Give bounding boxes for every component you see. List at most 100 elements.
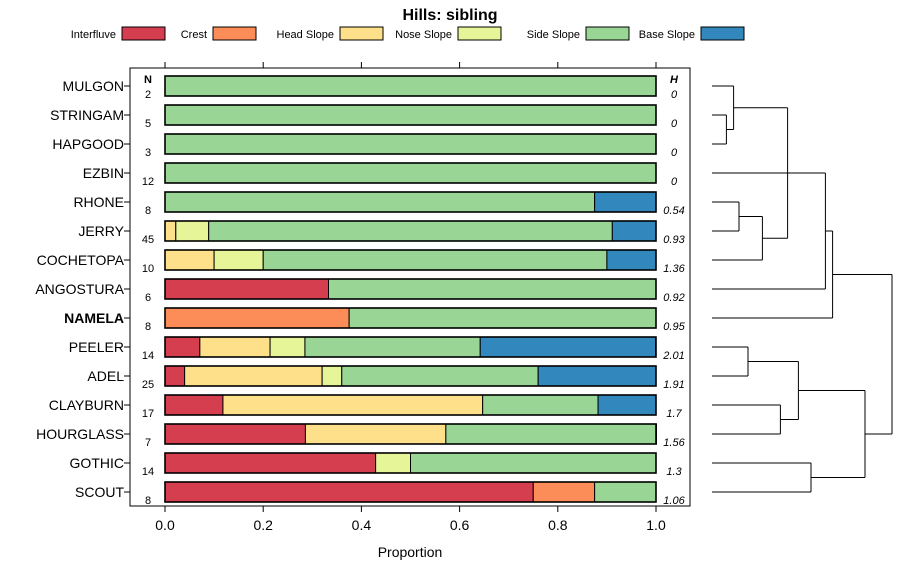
row-scout: SCOUT 8 1.06 (75, 481, 686, 507)
bar-segment-base-slope (479, 336, 657, 358)
n-column-header: N (144, 74, 152, 86)
x-axis: 0.0 0.2 0.4 0.6 0.8 1.0 (155, 506, 666, 533)
bar-segment-nose-slope (175, 220, 210, 242)
legend-swatch-5 (700, 26, 745, 41)
dendrogram-merge-0 (712, 114, 727, 145)
bar-outline (164, 452, 657, 474)
row-n-value: 25 (142, 379, 154, 391)
bar-segment-side-slope (208, 220, 613, 242)
legend-label-0: Interfluve (71, 29, 116, 41)
bar-outline (164, 394, 657, 416)
row-h-value: 1.56 (663, 437, 685, 449)
row-rhone: RHONE 8 0.54 (73, 191, 685, 217)
bar-segment-side-slope (164, 104, 657, 126)
bar-segment-interfluve (164, 481, 534, 503)
bar-segment-interfluve (164, 423, 306, 445)
bar-segment-side-slope (341, 365, 539, 387)
row-h-value: 0 (671, 176, 678, 188)
row-hapgood: HAPGOOD 3 0 (52, 133, 678, 159)
row-n-value: 17 (142, 408, 154, 420)
row-label: RHONE (73, 194, 124, 210)
x-tick-label-1: 0.2 (253, 517, 273, 533)
row-h-value: 1.36 (663, 263, 685, 275)
dendrogram-merge-3 (712, 346, 749, 377)
row-n-value: 8 (145, 321, 151, 333)
row-label: HOURGLASS (36, 426, 124, 442)
row-label: SCOUT (75, 484, 124, 500)
row-n-value: 8 (145, 495, 151, 507)
row-h-value: 0 (671, 147, 678, 159)
bar-segment-crest (164, 307, 350, 329)
row-label: JERRY (78, 223, 124, 239)
row-n-value: 6 (145, 292, 151, 304)
row-label: PEELER (69, 339, 124, 355)
row-h-value: 1.06 (663, 495, 685, 507)
legend-swatch-1 (212, 26, 257, 41)
row-cochetopa: COCHETOPA 10 1.36 (37, 249, 686, 275)
row-label: STRINGAM (50, 107, 124, 123)
bar-outline (164, 162, 657, 184)
x-tick-label-3: 0.6 (450, 517, 470, 533)
bar-outline (164, 365, 657, 387)
legend-label-3: Nose Slope (395, 29, 452, 41)
row-h-value: 2.01 (662, 350, 684, 362)
row-n-value: 14 (142, 466, 154, 478)
bar-outline (164, 249, 657, 271)
row-angostura: ANGOSTURA 6 0.92 (35, 278, 685, 304)
row-label: EZBIN (83, 165, 124, 181)
bar-segment-base-slope (597, 394, 657, 416)
x-axis-label: Proportion (378, 544, 443, 560)
bar-segment-head-slope (164, 249, 215, 271)
legend-label-1: Crest (181, 29, 207, 41)
bar-segment-side-slope (328, 278, 657, 300)
legend-label-5: Base Slope (639, 29, 695, 41)
top-axis-ticks (164, 62, 657, 68)
bar-segment-interfluve (164, 452, 377, 474)
bar-segment-nose-slope (375, 452, 412, 474)
bar-segment-interfluve (164, 336, 201, 358)
row-h-value: 1.3 (666, 466, 682, 478)
x-tick-label-5: 1.0 (646, 517, 666, 533)
bar-outline (164, 336, 657, 358)
legend-swatch-2 (339, 26, 384, 41)
legend: Interfluve Crest Head Slope Nose Slope Side … (71, 26, 745, 41)
row-label: NAMELA (64, 310, 124, 326)
row-n-value: 3 (145, 147, 151, 159)
row-adel: ADEL 25 1.91 (87, 365, 685, 391)
dendrogram (712, 85, 893, 493)
bar-segment-head-slope (222, 394, 484, 416)
row-n-value: 7 (145, 437, 151, 449)
x-tick-label-2: 0.4 (352, 517, 372, 533)
bar-segment-interfluve (164, 394, 224, 416)
bar-segment-head-slope (199, 336, 271, 358)
bar-segment-base-slope (606, 249, 657, 271)
row-h-value: 0.95 (663, 321, 685, 333)
row-n-value: 10 (142, 263, 154, 275)
row-h-value: 0.93 (663, 234, 685, 246)
bar-segment-interfluve (164, 278, 330, 300)
x-tick-label-4: 0.8 (548, 517, 568, 533)
bar-segment-side-slope (482, 394, 599, 416)
h-column-header: H (670, 74, 679, 86)
dendrogram-merge-2 (712, 201, 740, 232)
row-n-value: 12 (142, 176, 154, 188)
row-n-value: 45 (142, 234, 154, 246)
bar-segment-base-slope (594, 191, 657, 213)
legend-swatch-0 (121, 26, 166, 41)
legend-label-4: Side Slope (527, 29, 580, 41)
bar-segment-base-slope (611, 220, 657, 242)
row-peeler: PEELER 14 2.01 (69, 336, 685, 362)
bar-segment-base-slope (537, 365, 657, 387)
bar-segment-head-slope (304, 423, 447, 445)
bar-outline (164, 481, 657, 503)
bar-segment-side-slope (164, 191, 596, 213)
bar-outline (164, 104, 657, 126)
row-h-value: 0 (671, 89, 678, 101)
bar-segment-head-slope (164, 220, 177, 242)
dendrogram-merge-12 (798, 390, 866, 478)
bar-outline (164, 133, 657, 155)
dendrogram-merge-4 (712, 404, 781, 435)
row-h-value: 1.7 (666, 408, 682, 420)
legend-swatch-3 (457, 26, 502, 41)
